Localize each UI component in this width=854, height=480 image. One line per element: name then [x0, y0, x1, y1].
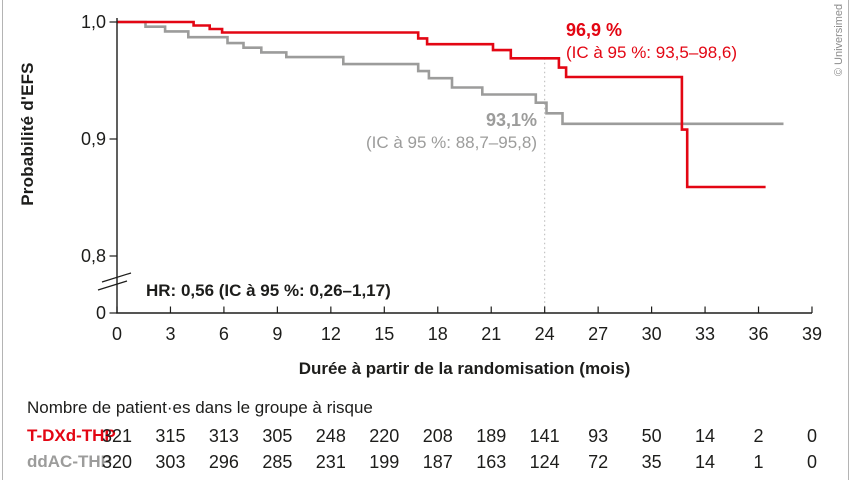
x-tick-label-12: 12: [320, 324, 341, 344]
x-tick-label-9: 9: [272, 324, 283, 344]
km-curve-ddac-thp: [117, 20, 784, 126]
risk-count: 187: [422, 452, 453, 472]
risk-count: 163: [476, 452, 507, 472]
y-tick-label-1-0: 1,0: [80, 12, 106, 32]
km-curve-t-dxd-thp: [117, 20, 766, 189]
y-tick-label-0: 0: [95, 303, 106, 323]
axis-break-mark: [101, 272, 132, 283]
tdxd-landmark-value: 96,9 %: [566, 20, 623, 40]
left-border-line: [2, 0, 3, 480]
y-tick-label-0-8: 0,8: [80, 246, 106, 266]
risk-count: 220: [369, 426, 400, 446]
risk-count: 320: [101, 452, 133, 472]
x-tick-label-18: 18: [427, 324, 448, 344]
risk-count: 72: [588, 452, 609, 472]
risk-count: 189: [476, 426, 507, 446]
tdxd-landmark-annotation: 96,9 % (IC à 95 %: 93,5–98,6): [566, 19, 737, 64]
x-tick-label-3: 3: [165, 324, 176, 344]
risk-count: 50: [641, 426, 662, 446]
x-tick-label-30: 30: [641, 324, 662, 344]
tdxd-landmark-ci: (IC à 95 %: 93,5–98,6): [566, 43, 738, 63]
risk-count: 305: [262, 426, 293, 446]
copyright-credit: © Universimed: [833, 3, 845, 77]
x-tick-label-39: 39: [801, 324, 822, 344]
risk-count: 1: [753, 452, 764, 472]
risk-count: 296: [208, 452, 239, 472]
x-tick-label-0: 0: [111, 324, 122, 344]
risk-count: 2: [753, 426, 764, 446]
risk-count: 35: [641, 452, 662, 472]
x-tick-label-6: 6: [218, 324, 229, 344]
risk-row-label-ddac-thp: ddAC-THP: [27, 452, 112, 471]
risk-count: 141: [529, 426, 560, 446]
risk-count: 124: [529, 452, 560, 472]
x-tick-label-15: 15: [374, 324, 395, 344]
right-border-line: [848, 0, 849, 480]
x-axis-title: Durée à partir de la randomisation (mois…: [298, 359, 631, 378]
risk-count: 285: [262, 452, 293, 472]
x-tick-label-27: 27: [588, 324, 609, 344]
risk-count: 208: [422, 426, 453, 446]
x-tick-label-21: 21: [481, 324, 502, 344]
risk-table-title: Nombre de patient·es dans le groupe à ri…: [27, 398, 373, 417]
y-axis-title: Probabilité d'EFS: [18, 62, 37, 206]
ddac-landmark-ci: (IC à 95 %: 88,7–95,8): [365, 133, 537, 153]
axis-break-mark: [97, 280, 128, 291]
risk-count: 303: [155, 452, 186, 472]
x-tick-label-36: 36: [748, 324, 769, 344]
risk-count: 199: [369, 452, 400, 472]
x-tick-label-33: 33: [695, 324, 716, 344]
hazard-ratio-annotation: HR: 0,56 (IC à 95 %: 0,26–1,17): [146, 281, 391, 300]
y-tick-label-0-9: 0,9: [80, 129, 106, 149]
risk-count: 93: [588, 426, 609, 446]
risk-count: 231: [315, 452, 346, 472]
risk-count: 14: [695, 426, 716, 446]
risk-count: 321: [101, 426, 133, 446]
ddac-landmark-annotation: 93,1% (IC à 95 %: 88,7–95,8): [366, 109, 537, 154]
ddac-landmark-value: 93,1%: [485, 110, 537, 130]
risk-count: 248: [315, 426, 346, 446]
risk-count: 0: [806, 452, 817, 472]
risk-count: 14: [695, 452, 716, 472]
risk-row-label-t-dxd-thp: T-DXd-THP: [27, 426, 116, 445]
risk-count: 0: [806, 426, 817, 446]
x-tick-label-24: 24: [534, 324, 555, 344]
risk-count: 313: [208, 426, 239, 446]
risk-count: 315: [155, 426, 186, 446]
